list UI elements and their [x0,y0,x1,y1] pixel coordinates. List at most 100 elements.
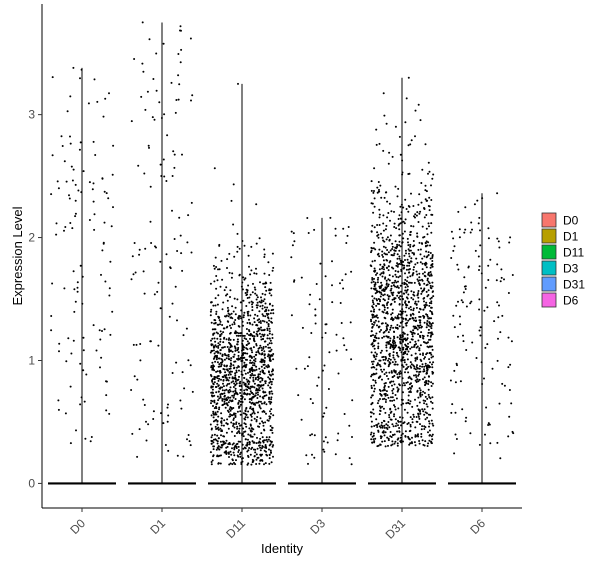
data-point [370,351,373,354]
data-point [418,409,421,412]
data-point [262,390,265,393]
data-point [388,274,391,277]
data-point [180,48,183,51]
data-point [213,337,216,340]
data-point [223,394,226,397]
data-point [250,398,253,401]
data-point [385,390,388,393]
data-point [396,315,399,317]
data-point [253,355,256,358]
data-point [373,356,376,359]
data-point [391,275,394,278]
data-point [430,419,433,422]
data-point [142,70,145,73]
data-point [216,440,219,443]
data-point [313,228,316,231]
data-point [462,291,465,294]
data-point [270,451,272,454]
data-point [426,277,429,280]
legend-label: D11 [563,246,584,260]
data-point [238,325,241,328]
data-point [427,289,430,292]
data-point [403,408,406,411]
data-point [50,329,53,332]
data-point [249,273,252,276]
data-point [396,253,399,256]
data-point [63,229,65,232]
data-point [212,410,215,413]
data-point [415,327,418,330]
data-point [423,255,426,258]
data-point [430,302,433,305]
data-point [300,276,303,279]
data-point [306,217,309,219]
data-point [246,332,249,335]
data-point [244,352,247,355]
data-point [241,320,244,323]
data-point [263,320,266,323]
data-point [243,369,246,372]
data-point [412,329,415,332]
data-point [373,344,376,347]
x-tick-label: D3 [307,516,328,537]
data-point [411,405,414,408]
data-point [419,423,421,426]
data-point [396,386,399,389]
data-point [381,250,384,253]
data-point [228,456,230,458]
data-point [396,257,399,260]
data-point [248,447,251,449]
data-point [379,359,382,362]
data-point [428,196,431,199]
data-point [372,310,375,313]
data-point [380,349,383,352]
data-point [393,210,395,213]
data-point [401,335,404,338]
data-point [269,443,272,446]
data-point [103,190,106,193]
data-point [314,314,317,317]
data-point [213,381,216,384]
data-point [370,330,373,333]
data-point [419,410,421,413]
data-point [425,342,428,345]
data-point [409,143,412,146]
data-point [414,368,417,371]
data-point [214,411,217,414]
data-point [253,362,256,365]
data-point [396,317,398,320]
data-point [399,245,402,248]
data-point [144,108,147,111]
data-point [324,275,327,278]
data-point [416,273,419,276]
data-point [431,285,434,288]
data-point [509,236,512,239]
data-point [244,447,247,450]
data-point [244,358,247,361]
data-point [247,314,250,317]
data-point [229,331,232,334]
data-point [400,217,403,220]
data-point [417,339,420,342]
data-point [271,431,274,434]
data-point [261,371,264,374]
data-point [370,320,373,323]
data-point [387,385,390,388]
data-point [422,399,425,402]
data-point [236,245,239,248]
data-point [374,351,377,354]
data-point [238,422,240,425]
data-point [271,392,274,395]
data-point [243,337,246,340]
data-point [247,433,250,436]
data-point [212,416,215,419]
data-point [179,29,181,32]
data-point [255,343,258,345]
data-point [139,343,142,345]
data-point [429,266,432,269]
data-point [426,199,429,202]
data-point [249,371,251,373]
data-point [377,236,380,239]
data-point [112,206,114,209]
data-point [463,231,466,234]
